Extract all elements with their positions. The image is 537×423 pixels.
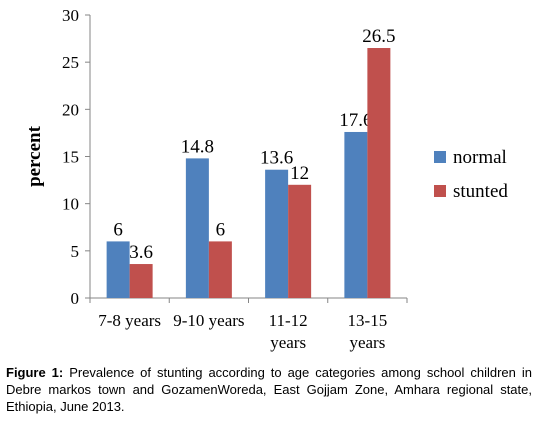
- bar-stunted: [288, 184, 312, 298]
- bar-normal: [344, 131, 368, 298]
- x-tick-label: years: [270, 333, 306, 352]
- bar-stunted: [208, 241, 232, 298]
- data-label-stunted: 3.6: [129, 242, 153, 263]
- y-tick-label: 10: [62, 195, 79, 214]
- legend-label-normal: normal: [453, 147, 507, 168]
- data-label-normal: 13.6: [260, 148, 293, 169]
- caption-text: Prevalence of stunting according to age …: [6, 365, 532, 414]
- bar-normal: [185, 158, 209, 298]
- bar-stunted: [129, 264, 153, 298]
- data-label-stunted: 26.5: [362, 26, 395, 47]
- chart: 0 5 10 15 20 25 30 percent 6 14.8 13.6 17.6 3.6 6 12 26…: [24, 6, 508, 352]
- bar-normal: [265, 169, 289, 298]
- y-tick-label: 20: [62, 100, 79, 119]
- y-tick-label: 5: [71, 242, 80, 261]
- caption-label: Figure 1:: [6, 365, 64, 380]
- bar-stunted: [367, 48, 391, 299]
- x-tick-label: 11-12: [269, 311, 308, 330]
- data-label-normal: 14.8: [181, 136, 214, 157]
- data-label-stunted: 6: [216, 219, 226, 240]
- legend-label-stunted: stunted: [453, 181, 508, 202]
- y-tick-label: 0: [71, 289, 80, 308]
- x-tick-label: 7-8 years: [98, 311, 161, 330]
- legend-swatch-stunted: [434, 185, 446, 197]
- bar-normal: [106, 241, 130, 298]
- y-tick-label: 15: [62, 148, 79, 167]
- data-label-stunted: 12: [290, 163, 309, 184]
- data-label-normal: 17.6: [339, 110, 372, 131]
- x-tick-label: years: [349, 333, 385, 352]
- data-label-normal: 6: [113, 219, 123, 240]
- y-tick-label: 25: [62, 53, 79, 72]
- legend-swatch-normal: [434, 151, 446, 163]
- x-tick-label: 13-15: [348, 311, 388, 330]
- figure-caption: Figure 1: Prevalence of stunting accordi…: [6, 364, 532, 415]
- y-tick-label: 30: [62, 6, 79, 25]
- y-axis-title: percent: [24, 125, 45, 187]
- x-tick-label: 9-10 years: [173, 311, 244, 330]
